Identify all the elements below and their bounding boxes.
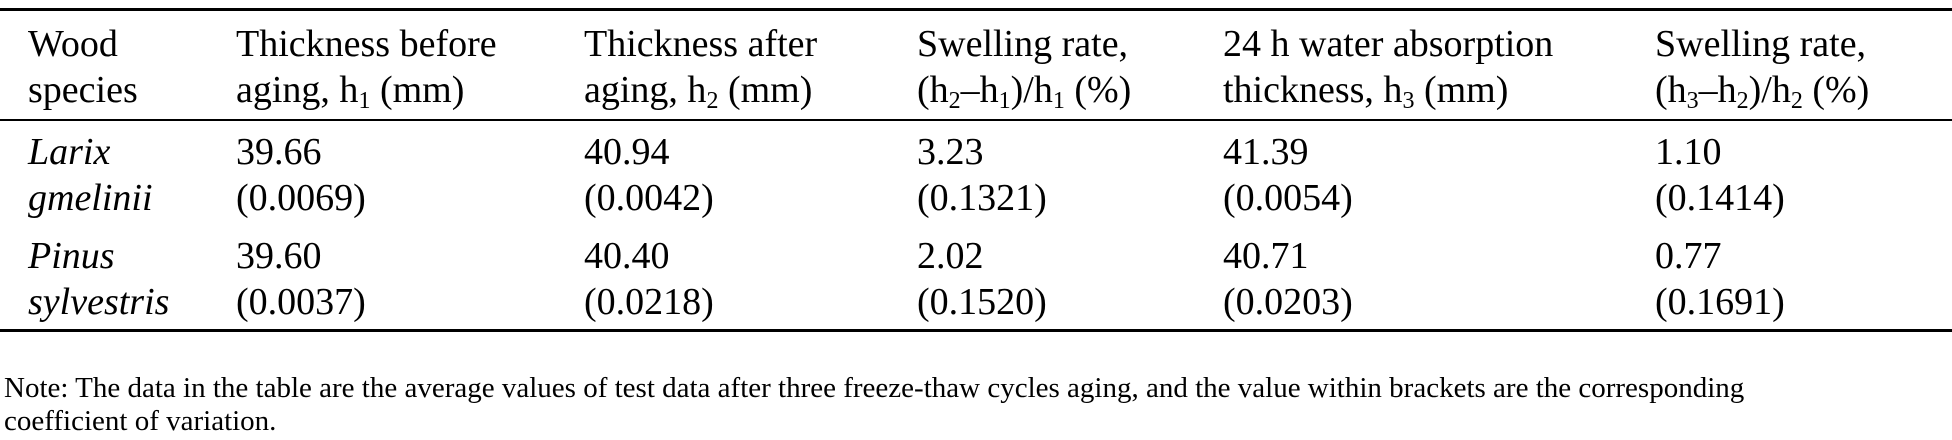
table-cell: 40.94 (0.0042): [584, 131, 714, 219]
header-swelling-rate-2: Swelling rate, (h3–h2)/h2 (%): [1655, 10, 1952, 121]
header-line: Thickness before: [236, 23, 497, 65]
table-row: Larix gmelinii 39.66 (0.0069) 40.94 (0.0…: [0, 120, 1952, 225]
header-line: (h2–h1)/h1 (%): [917, 69, 1132, 114]
table-cell: 3.23 (0.1321): [917, 131, 1047, 219]
note-line: Note: The data in the table are the aver…: [4, 372, 1745, 404]
header-line: 24 h water absorption: [1223, 23, 1554, 65]
header-line: Swelling rate,: [1655, 23, 1867, 65]
table-header: Wood species Thickness before aging, h1 …: [0, 9, 1952, 121]
table-row: Pinus sylvestris 39.60 (0.0037) 40.40 (0…: [0, 225, 1952, 331]
header-line: species: [28, 69, 138, 111]
header-wood-species: Wood species: [0, 10, 236, 121]
table-note: Note: The data in the table are the aver…: [4, 372, 1950, 438]
header-line: Thickness after: [584, 23, 818, 65]
data-table: Wood species Thickness before aging, h1 …: [0, 8, 1952, 332]
species-cell: Pinus sylvestris: [28, 235, 170, 323]
table-body: Larix gmelinii 39.66 (0.0069) 40.94 (0.0…: [0, 120, 1952, 331]
header-water-absorption-thickness: 24 h water absorption thickness, h3 (mm): [1223, 10, 1655, 121]
header-line: Swelling rate,: [917, 23, 1129, 65]
header-line: aging, h2 (mm): [584, 69, 813, 114]
note-line: coefficient of variation.: [4, 405, 277, 437]
header-row: Wood species Thickness before aging, h1 …: [0, 9, 1952, 121]
table-cell: 2.02 (0.1520): [917, 235, 1047, 323]
table-cell: 41.39 (0.0054): [1223, 131, 1353, 219]
table-cell: 40.71 (0.0203): [1223, 235, 1353, 323]
table-cell: 39.60 (0.0037): [236, 235, 366, 323]
species-cell: Larix gmelinii: [28, 131, 153, 219]
header-line: thickness, h3 (mm): [1223, 69, 1509, 114]
header-line: Wood: [28, 23, 118, 65]
header-thickness-before: Thickness before aging, h1 (mm): [236, 10, 584, 121]
header-line: (h3–h2)/h2 (%): [1655, 69, 1870, 114]
header-line: aging, h1 (mm): [236, 69, 465, 114]
table-cell: 40.40 (0.0218): [584, 235, 714, 323]
table-cell: 0.77 (0.1691): [1655, 235, 1785, 323]
header-swelling-rate-1: Swelling rate, (h2–h1)/h1 (%): [917, 10, 1223, 121]
table-cell: 39.66 (0.0069): [236, 131, 366, 219]
header-thickness-after: Thickness after aging, h2 (mm): [584, 10, 917, 121]
table-cell: 1.10 (0.1414): [1655, 131, 1785, 219]
